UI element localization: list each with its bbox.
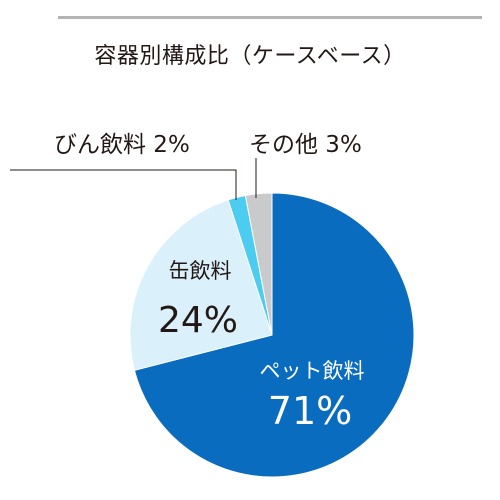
pie-slice-other	[244, 192, 273, 336]
slice-value-can: 24%	[158, 300, 238, 341]
bottle-leader-line	[10, 169, 237, 200]
slice-label-pet: ペット飲料	[260, 359, 365, 383]
pie-slices	[129, 192, 415, 478]
chart-title: 容器別構成比（ケースベース）	[94, 44, 406, 69]
slice-label-other: その他 3%	[249, 132, 362, 158]
slice-label-bottle: びん飲料 2%	[54, 132, 190, 158]
pie-slice-pet	[133, 192, 415, 478]
slice-value-pet: 71%	[268, 389, 352, 433]
pie-slice-can	[129, 199, 273, 371]
slice-label-can: 缶飲料	[169, 259, 232, 283]
top-divider	[58, 16, 482, 19]
